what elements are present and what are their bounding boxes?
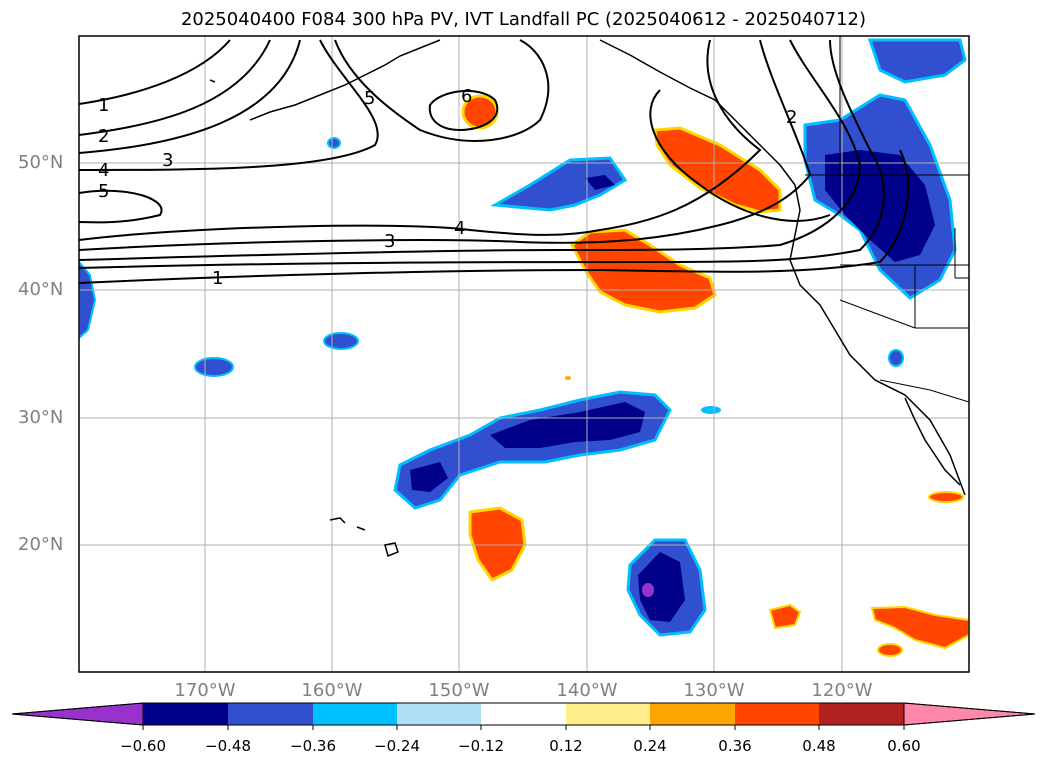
colorbar: [11, 702, 1036, 730]
colorbar-swatch: [735, 703, 819, 725]
positive-anomaly-region: [653, 126, 782, 214]
lat-label: 40°N: [18, 279, 64, 300]
positive-anomaly-region: [870, 605, 969, 650]
lat-label: 30°N: [18, 407, 64, 428]
contour-label-group: 1 2 3 4 5 3 4 1 5 6 2: [98, 86, 797, 289]
colorbar-low-extension: [11, 702, 144, 726]
contour-label: 6: [461, 86, 472, 107]
contour-label: 3: [384, 231, 395, 252]
negative-anomaly-region: [867, 38, 967, 84]
colorbar-swatch: [228, 703, 313, 725]
plot-border: [78, 35, 970, 673]
colorbar-tick-label: 0.60: [887, 737, 921, 755]
contour-label: 1: [212, 268, 223, 289]
colorbar-tick-label: −0.48: [205, 737, 251, 755]
positive-anomaly-region: [877, 643, 903, 657]
colorbar-tick-label: 0.12: [549, 737, 583, 755]
lat-label: 50°N: [18, 152, 64, 173]
lon-label: 150°W: [428, 680, 490, 701]
positive-anomaly-region: [768, 603, 802, 630]
negative-anomaly-region: [701, 406, 721, 414]
map-title: 2025040400 F084 300 hPa PV, IVT Landfall…: [180, 9, 867, 30]
negative-anomaly-region: [888, 349, 904, 367]
colorbar-tick-label: 0.36: [718, 737, 752, 755]
contour-label: 4: [454, 218, 465, 239]
pv-contours: [79, 39, 910, 284]
positive-anomaly-region: [468, 506, 527, 582]
lon-label: 160°W: [301, 680, 363, 701]
coastlines: [209, 39, 966, 558]
contour-label: 1: [98, 95, 109, 116]
colorbar-tick-label: −0.12: [458, 737, 504, 755]
contour-label: 2: [98, 126, 109, 147]
negative-anomaly-region: [79, 260, 97, 340]
colorbar-tick-label: 0.24: [633, 737, 667, 755]
colorbar-high-extension: [903, 702, 1036, 726]
negative-anomaly-region: [490, 156, 628, 212]
colorbar-swatch: [143, 703, 228, 725]
colorbar-swatch: [819, 703, 904, 725]
lat-label: 20°N: [18, 534, 64, 555]
colorbar-tick-label: 0.48: [802, 737, 836, 755]
gridlines: [79, 36, 969, 672]
contour-label: 2: [786, 107, 797, 128]
colorbar-tick-label: −0.60: [120, 737, 166, 755]
colorbar-swatch: [313, 703, 397, 725]
contour-label: 4: [98, 160, 109, 181]
negative-anomaly-region: [327, 137, 341, 149]
lon-label: 120°W: [811, 680, 873, 701]
negative-anomaly-region: [323, 332, 359, 350]
colorbar-swatch: [481, 703, 566, 725]
colorbar-tick-label: −0.36: [290, 737, 336, 755]
contour-label: 5: [364, 88, 375, 109]
negative-anomaly-region: [194, 357, 234, 377]
colorbar-swatch: [397, 703, 481, 725]
lon-label: 170°W: [174, 680, 236, 701]
colorbar-swatch: [650, 703, 735, 725]
positive-anomaly-region: [928, 491, 964, 503]
colorbar-swatch: [566, 703, 650, 725]
contour-label: 5: [98, 181, 109, 202]
lon-label: 130°W: [683, 680, 745, 701]
lon-label: 140°W: [556, 680, 618, 701]
contour-label: 3: [162, 150, 173, 171]
colorbar-tick-label: −0.24: [374, 737, 420, 755]
